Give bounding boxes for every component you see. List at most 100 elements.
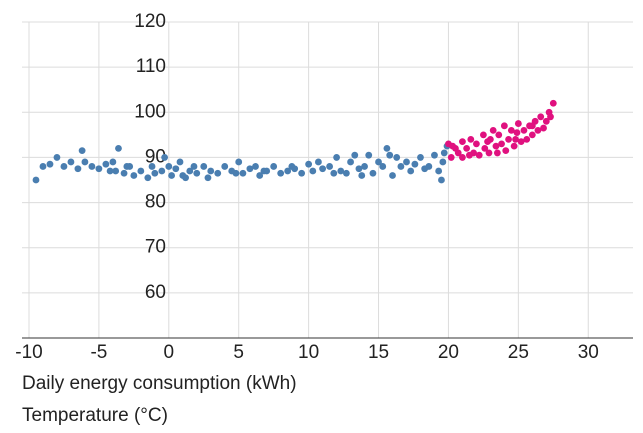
point [298,169,306,177]
point [158,167,166,175]
point [466,151,473,159]
point [547,113,554,121]
point [246,165,254,173]
point [204,174,212,182]
y-tick-label: 110 [136,56,166,77]
point [438,176,445,184]
point [467,135,475,143]
point [463,145,471,152]
point [176,158,184,166]
point [239,169,247,177]
point [115,145,122,152]
point [520,126,528,134]
point [232,169,240,177]
point [120,169,128,177]
point [383,145,391,152]
point [493,149,501,157]
point [407,167,415,175]
point [528,122,536,130]
point [207,167,215,175]
point [502,147,510,155]
point [459,154,466,161]
point [523,135,531,143]
point [440,149,448,157]
x-tick-label: 30 [578,342,599,363]
point [542,117,550,125]
point [102,160,110,168]
point [485,149,493,157]
point [144,174,152,182]
point [235,158,243,166]
point [260,167,268,175]
point [46,160,54,168]
point [342,169,350,177]
point [148,163,156,170]
point [375,158,382,166]
point [168,172,176,179]
point [351,151,359,159]
point [221,163,229,170]
point [130,172,138,179]
point [540,124,547,132]
point [81,158,89,166]
x-tick-label: -10 [15,342,42,363]
point [53,154,61,161]
point [284,167,292,175]
point [326,163,333,170]
y-tick-label: 80 [145,192,166,213]
point [498,140,505,148]
y-tick-label: 70 [145,237,166,258]
point [386,151,394,159]
x-tick-label: 15 [368,342,389,363]
point [513,129,521,137]
point [403,158,410,166]
point [190,163,198,170]
point [417,154,424,161]
point [505,135,512,143]
point [479,131,487,139]
point [537,113,545,121]
point [489,126,497,134]
point [252,163,259,170]
point [161,154,169,161]
point [126,163,134,170]
point [473,140,480,148]
point [454,149,462,157]
point [112,167,120,175]
point [481,145,489,152]
point [528,131,536,139]
point [288,163,296,170]
point [549,99,557,107]
point [379,163,387,170]
point [500,122,508,130]
point [507,126,515,134]
point [39,163,47,170]
point [514,120,522,127]
point [517,138,525,146]
point [330,169,338,177]
point [447,154,455,161]
point [88,163,96,170]
point [534,126,542,134]
x-tick-label: 25 [508,342,529,363]
point [492,142,500,150]
point [309,167,317,175]
point [60,163,68,170]
point [358,172,366,179]
point [510,142,518,150]
x-tick-label: 5 [233,342,244,363]
x-tick-label: 0 [164,342,175,363]
point [182,174,189,182]
point [151,169,159,177]
point [137,167,145,175]
point [411,160,419,168]
point [369,169,377,177]
point [193,169,201,177]
point [277,169,285,177]
y-axis-label: Temperature (°C) [22,405,168,426]
point [214,169,222,177]
point [425,163,433,170]
y-tick-label: 60 [145,282,166,303]
point [495,131,503,139]
